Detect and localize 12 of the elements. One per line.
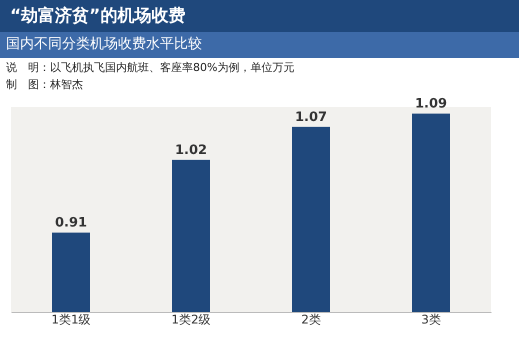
chart-title: “劫富济贫”的机场收费 (0, 0, 519, 32)
data-label: 1.09 (414, 96, 448, 112)
x-tick-label: 2类 (301, 312, 321, 326)
data-label: 0.91 (54, 216, 88, 231)
x-tick-label: 1类1级 (51, 312, 91, 326)
x-tick-label: 1类2级 (171, 312, 211, 326)
text: 说 明：以飞机执飞国内航班、客座率80%为例，单位万元 (5, 60, 296, 75)
x-tick-label: 3类 (421, 312, 441, 326)
data-label: 1.07 (294, 110, 328, 125)
chart-subtitle: 国内不同分类机场收费水平比较 (0, 32, 519, 58)
data-label: 1.02 (174, 142, 208, 158)
text: 制 图：林智杰 (5, 77, 84, 92)
